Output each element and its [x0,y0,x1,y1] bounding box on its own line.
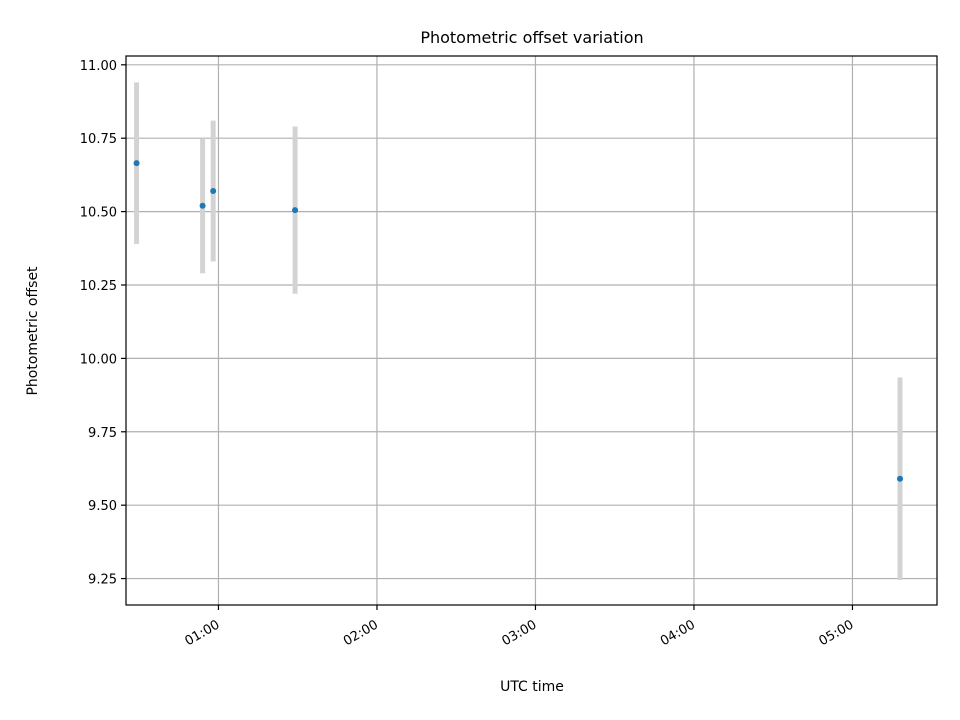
data-point [292,207,299,214]
y-tick-label: 9.50 [88,499,117,514]
x-tick-label: 01:00 [183,617,223,649]
x-axis-ticks: 01:00 02:00 03:00 04:00 05:00 [183,605,857,649]
data-point [210,188,217,195]
data-point [133,160,140,167]
y-tick-label: 9.25 [88,573,117,588]
y-tick-label: 10.50 [80,206,117,221]
y-axis-label: Photometric offset [25,266,41,396]
data-point [199,202,206,209]
chart-title: Photometric offset variation [420,28,643,47]
x-tick-label: 02:00 [341,617,381,649]
y-tick-label: 10.00 [80,352,117,367]
y-tick-label: 10.25 [80,279,117,294]
x-tick-label: 04:00 [658,617,698,649]
y-tick-label: 10.75 [80,132,117,147]
plot-frame [125,55,938,606]
x-tick-label: 05:00 [817,617,857,649]
data-points [133,160,904,482]
y-tick-label: 9.75 [88,426,117,441]
data-point [897,475,904,482]
grid-lines [126,56,937,605]
y-axis-ticks: 9.25 9.50 9.75 10.00 10.25 10.50 10.75 11.00 [80,59,126,588]
y-tick-label: 11.00 [80,59,117,74]
x-tick-label: 03:00 [500,617,540,649]
x-axis-label: UTC time [500,679,564,695]
